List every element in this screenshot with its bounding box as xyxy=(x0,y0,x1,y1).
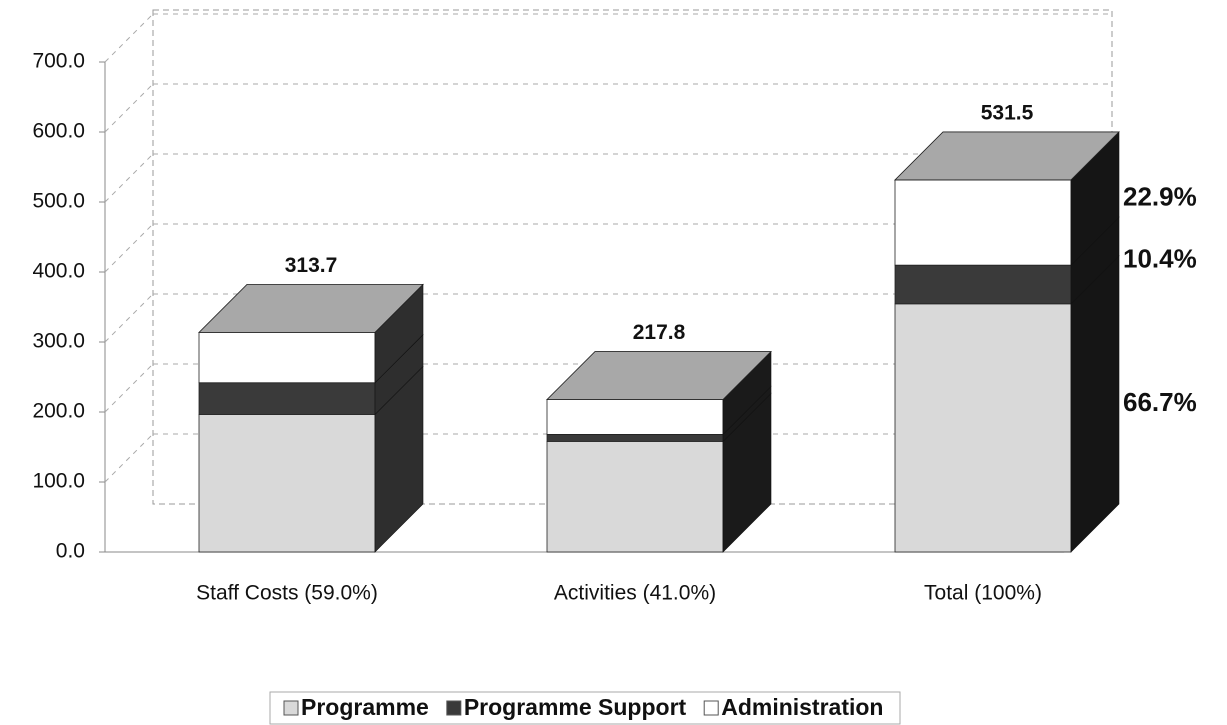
bar-top xyxy=(198,284,424,333)
share-label: 10.4% xyxy=(1123,243,1197,273)
total-label: 313.7 xyxy=(285,254,338,277)
bar-top xyxy=(894,131,1120,181)
bar-segment xyxy=(546,399,724,435)
bar-segment xyxy=(546,440,724,553)
y-tick-label: 500.0 xyxy=(32,190,85,213)
x-tick-label: Total (100%) xyxy=(924,582,1042,605)
grid-diag xyxy=(104,293,154,343)
y-tick-label: 300.0 xyxy=(32,330,85,353)
y-tick-label: 600.0 xyxy=(32,120,85,143)
legend-swatch xyxy=(703,700,719,716)
bar-top xyxy=(546,351,772,400)
y-tick-label: 100.0 xyxy=(32,470,85,493)
total-label: 531.5 xyxy=(981,101,1034,124)
y-tick-label: 200.0 xyxy=(32,400,85,423)
legend-label: Administration xyxy=(721,694,883,720)
bar-segment xyxy=(546,433,724,442)
x-tick-label: Staff Costs (59.0%) xyxy=(196,582,378,605)
bar-segment xyxy=(894,303,1072,553)
grid-diag xyxy=(104,83,154,133)
grid-diag xyxy=(104,13,154,63)
legend-swatch xyxy=(283,700,299,716)
bar-segment xyxy=(198,414,376,553)
grid-diag xyxy=(104,153,154,203)
bar-segment xyxy=(894,264,1072,305)
x-tick-label: Activities (41.0%) xyxy=(554,582,716,605)
y-tick-label: 400.0 xyxy=(32,260,85,283)
legend-box xyxy=(269,691,901,725)
y-tick-label: 700.0 xyxy=(32,50,85,73)
bar-segment xyxy=(894,179,1072,266)
grid-diag xyxy=(104,433,154,483)
y-tick-label: 0.0 xyxy=(56,540,85,563)
grid-diag xyxy=(104,363,154,413)
total-label: 217.8 xyxy=(633,321,686,344)
legend-label: Programme Support xyxy=(464,694,687,720)
grid-diag xyxy=(104,223,154,273)
bar-segment xyxy=(198,332,376,384)
share-label: 22.9% xyxy=(1123,181,1197,211)
bar-side xyxy=(1070,255,1120,553)
legend-label: Programme xyxy=(301,694,429,720)
legend-swatch xyxy=(446,700,462,716)
bar-segment xyxy=(198,382,376,415)
share-label: 66.7% xyxy=(1123,387,1197,417)
